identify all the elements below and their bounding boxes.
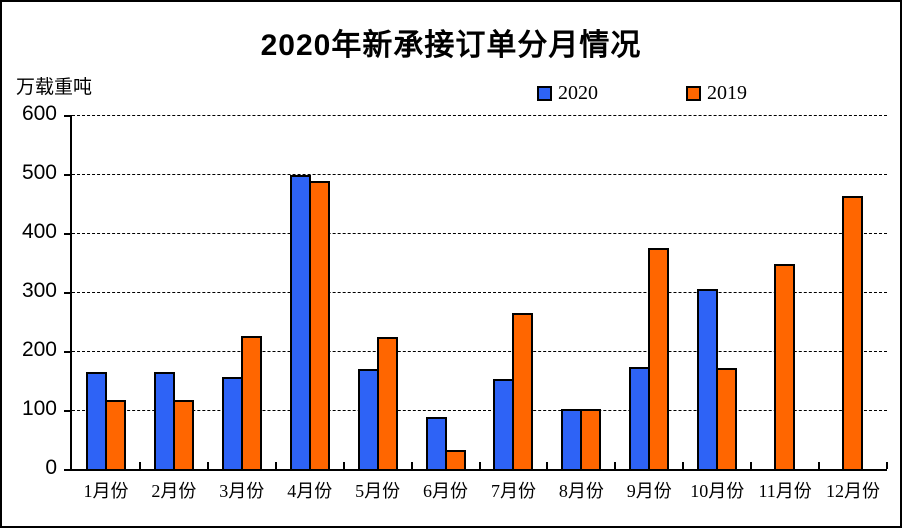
bar-group-9月份 xyxy=(615,115,683,469)
bar-2019-12月份 xyxy=(841,196,863,469)
bar-2019-9月份 xyxy=(648,247,670,469)
y-axis-label-600: 600 xyxy=(21,102,57,125)
bar-2020-4月份 xyxy=(289,175,311,469)
y-axis-label-300: 300 xyxy=(21,279,57,302)
x-axis-tick-4 xyxy=(342,462,345,469)
y-axis-tick-500 xyxy=(64,174,70,176)
bar-2019-3月份 xyxy=(240,336,262,469)
bar-2019-4月份 xyxy=(308,180,330,469)
x-axis-label-11月份: 11月份 xyxy=(758,481,812,501)
bar-group-8月份 xyxy=(547,115,615,469)
bar-2019-1月份 xyxy=(104,399,126,469)
bar-2019-8月份 xyxy=(580,408,602,469)
x-axis-label-12月份: 12月份 xyxy=(826,481,881,501)
y-axis-label-400: 400 xyxy=(21,220,57,243)
x-axis-label-5月份: 5月份 xyxy=(355,481,401,501)
x-axis-tick-7 xyxy=(546,462,549,469)
x-axis-label-2月份: 2月份 xyxy=(151,481,197,501)
y-axis-tick-300 xyxy=(64,292,70,294)
x-axis-tick-9 xyxy=(682,462,685,469)
bar-2019-11月份 xyxy=(773,264,795,469)
y-axis-tick-100 xyxy=(64,410,70,412)
y-axis-tick-400 xyxy=(64,233,70,235)
legend: 2020 2019 xyxy=(537,82,747,105)
x-axis-label-10月份: 10月份 xyxy=(690,481,745,501)
bar-2020-2月份 xyxy=(153,371,175,469)
bar-2020-8月份 xyxy=(561,408,583,469)
x-axis-label-1月份: 1月份 xyxy=(83,481,129,501)
x-axis-label-8月份: 8月份 xyxy=(558,481,604,501)
bar-group-11月份 xyxy=(751,115,819,469)
bar-2020-9月份 xyxy=(629,366,651,469)
y-axis-label-0: 0 xyxy=(45,456,57,479)
gridline-200 xyxy=(72,351,887,352)
gridline-500 xyxy=(72,174,887,175)
legend-item-2020: 2020 xyxy=(537,82,598,105)
y-axis-label-200: 200 xyxy=(21,338,57,361)
gridline-100 xyxy=(72,410,887,411)
bar-2020-5月份 xyxy=(357,368,379,469)
x-axis-tick-1 xyxy=(138,462,141,469)
x-axis-tick-2 xyxy=(206,462,209,469)
y-axis-label-100: 100 xyxy=(21,397,57,420)
bar-group-10月份 xyxy=(683,115,751,469)
bar-2019-10月份 xyxy=(716,367,738,469)
x-axis-label-9月份: 9月份 xyxy=(626,481,672,501)
gridline-400 xyxy=(72,233,887,234)
x-axis-tick-8 xyxy=(614,462,617,469)
bar-2020-6月份 xyxy=(425,417,447,469)
plot-area: 0 100 200 300 400 500 600 1月份 2月份 3月份 4月份 5月份 6月份 7月份… xyxy=(22,102,888,501)
bar-group-4月份 xyxy=(276,115,344,469)
bar-group-2月份 xyxy=(140,115,208,469)
legend-swatch-2019 xyxy=(686,86,701,101)
y-axis-tick-0 xyxy=(64,469,70,471)
x-axis-tick-11 xyxy=(818,462,821,469)
bar-group-5月份 xyxy=(344,115,412,469)
bar-2020-1月份 xyxy=(85,371,107,469)
legend-swatch-2020 xyxy=(537,86,552,101)
x-axis-tick-3 xyxy=(274,462,277,469)
bar-group-3月份 xyxy=(208,115,276,469)
bar-group-7月份 xyxy=(480,115,548,469)
legend-item-2019: 2019 xyxy=(686,82,747,105)
bar-2019-6月份 xyxy=(444,450,466,469)
y-axis-label-500: 500 xyxy=(21,161,57,184)
y-axis-unit-label: 万载重吨 xyxy=(16,77,93,98)
bar-2019-2月份 xyxy=(172,399,194,469)
gridline-300 xyxy=(72,292,887,293)
x-axis-label-7月份: 7月份 xyxy=(490,481,536,501)
x-axis-tick-10 xyxy=(750,462,753,469)
bar-2020-10月份 xyxy=(697,289,719,469)
x-axis-tick-6 xyxy=(478,462,481,469)
legend-label-2020: 2020 xyxy=(558,82,598,104)
x-axis-label-3月份: 3月份 xyxy=(219,481,265,501)
bar-2020-7月份 xyxy=(493,379,515,469)
y-axis-tick-200 xyxy=(64,351,70,353)
x-axis-tick-5 xyxy=(410,462,413,469)
bar-2019-7月份 xyxy=(512,313,534,469)
x-axis-label-6月份: 6月份 xyxy=(423,481,469,501)
legend-label-2019: 2019 xyxy=(707,82,747,104)
bar-group-1月份 xyxy=(72,115,140,469)
y-axis-tick-600 xyxy=(64,115,70,117)
gridline-600 xyxy=(72,115,887,116)
chart-title: 2020年新承接订单分月情况 xyxy=(260,29,642,62)
x-axis-tick-12 xyxy=(886,462,888,469)
x-axis-label-4月份: 4月份 xyxy=(287,481,333,501)
bar-2019-5月份 xyxy=(376,337,398,469)
bar-group-6月份 xyxy=(412,115,480,469)
bar-2020-3月份 xyxy=(221,376,243,469)
bar-group-12月份 xyxy=(819,115,887,469)
